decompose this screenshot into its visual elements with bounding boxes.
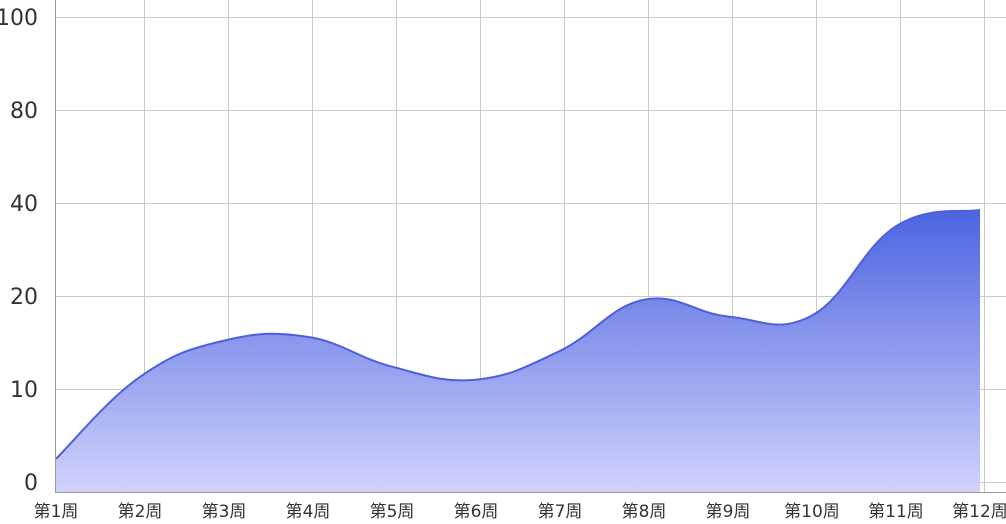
axes: [55, 0, 1006, 493]
x-tick-label: 第7周: [538, 502, 583, 522]
y-tick-label: 40: [10, 192, 38, 217]
series-area-fill: [56, 209, 980, 492]
y-tick-label: 0: [24, 471, 38, 496]
x-tick-label: 第10周: [784, 502, 840, 522]
x-tick-label: 第2周: [118, 502, 163, 522]
x-tick-label: 第9周: [706, 502, 751, 522]
y-tick-label: 100: [0, 6, 38, 31]
x-tick-label: 第1周: [34, 502, 79, 522]
x-axis-ticks: 第1周 第2周 第3周 第4周 第5周 第6周 第7周 第8周 第9周 第10周 第11周 第12周: [34, 502, 1006, 522]
x-tick-label: 第12周: [952, 502, 1006, 522]
x-tick-label: 第8周: [622, 502, 667, 522]
area-layer: [55, 208, 981, 492]
y-tick-label: 20: [10, 285, 38, 310]
x-tick-label: 第4周: [286, 502, 331, 522]
y-tick-label: 80: [10, 99, 38, 124]
y-tick-label: 10: [10, 378, 38, 403]
x-tick-label: 第3周: [202, 502, 247, 522]
series-line: [55, 208, 981, 460]
x-tick-label: 第5周: [370, 502, 415, 522]
x-tick-label: 第6周: [454, 502, 499, 522]
y-axis-ticks: 0 10 20 40 80 100: [0, 6, 38, 496]
x-tick-label: 第11周: [868, 502, 924, 522]
